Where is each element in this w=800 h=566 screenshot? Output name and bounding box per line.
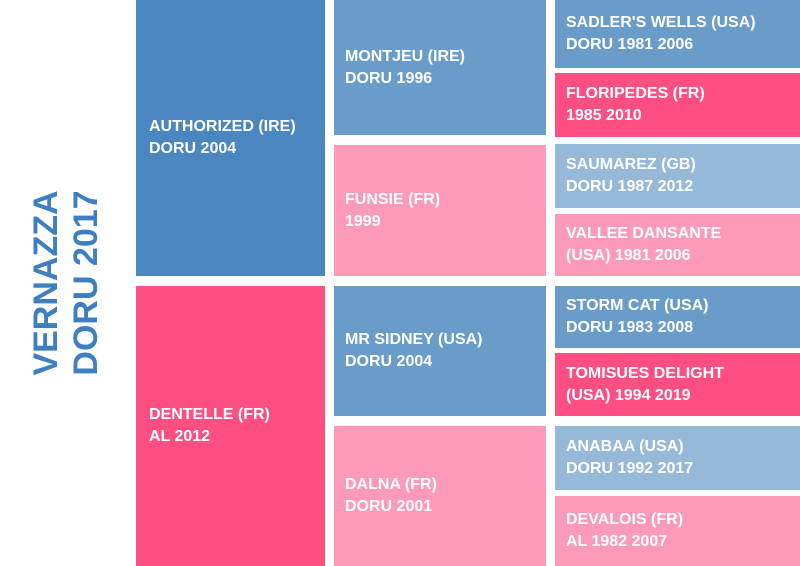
subject-label: VERNAZZA DORU 2017 [26,190,106,375]
gen3-box-7: ANABAA (USA) DORU 1992 2017 [555,426,800,490]
subject-name: VERNAZZA [27,190,65,376]
gen3-name-1: SADLER'S WELLS (USA) [566,14,756,31]
dam-sire-box: MR SIDNEY (USA) DORU 2004 [334,286,546,416]
gen3-box-1: SADLER'S WELLS (USA) DORU 1981 2006 [555,0,800,68]
sire-name: AUTHORIZED (IRE) [149,118,296,135]
sire-dam-details: 1999 [345,212,381,230]
gen3-details-8: AL 1982 2007 [566,533,668,550]
gen3-details-7: DORU 1992 2017 [566,460,694,477]
subject-horse: VERNAZZA DORU 2017 [0,0,132,566]
gen3-box-5: STORM CAT (USA) DORU 1983 2008 [555,286,800,348]
dam-sire-details: DORU 2004 [345,353,433,370]
sire-box: AUTHORIZED (IRE) DORU 2004 [136,0,325,276]
dam-name: DENTELLE (FR) [149,406,270,423]
gen3-details-1: DORU 1981 2006 [566,36,694,53]
dam-dam-name: DALNA (FR) [345,476,437,493]
sire-sire-details: DORU 1996 [345,69,433,87]
gen3-details-6: (USA) 1994 2019 [566,386,691,404]
subject-details: DORU 2017 [67,190,105,376]
gen3-box-4: VALLEE DANSANTE (USA) 1981 2006 [555,214,800,276]
gen3-name-6: TOMISUES DELIGHT [566,364,724,382]
gen3-box-3: SAUMAREZ (GB) DORU 1987 2012 [555,144,800,208]
gen3-name-5: STORM CAT (USA) [566,297,709,314]
dam-details: AL 2012 [149,428,211,445]
dam-dam-details: DORU 2001 [345,498,433,515]
sire-dam-name: FUNSIE (FR) [345,190,441,208]
sire-dam-box: FUNSIE (FR) 1999 [334,145,546,276]
gen3-box-6: TOMISUES DELIGHT (USA) 1994 2019 [555,353,800,416]
gen3-name-4: VALLEE DANSANTE [566,225,722,242]
gen3-details-2: 1985 2010 [566,107,642,124]
gen3-name-3: SAUMAREZ (GB) [566,156,696,173]
gen3-box-2: FLORIPEDES (FR) 1985 2010 [555,73,800,137]
sire-sire-name: MONTJEU (IRE) [345,47,465,65]
dam-box: DENTELLE (FR) AL 2012 [136,286,325,566]
gen3-name-8: DEVALOIS (FR) [566,511,684,528]
sire-sire-box: MONTJEU (IRE) DORU 1996 [334,0,546,135]
dam-sire-name: MR SIDNEY (USA) [345,331,483,348]
gen3-details-4: (USA) 1981 2006 [566,247,691,264]
gen3-name-2: FLORIPEDES (FR) [566,85,705,102]
dam-dam-box: DALNA (FR) DORU 2001 [334,426,546,566]
gen3-box-8: DEVALOIS (FR) AL 1982 2007 [555,496,800,566]
gen3-details-5: DORU 1983 2008 [566,319,694,336]
gen3-name-7: ANABAA (USA) [566,438,684,455]
sire-details: DORU 2004 [149,140,237,157]
gen3-details-3: DORU 1987 2012 [566,178,694,195]
